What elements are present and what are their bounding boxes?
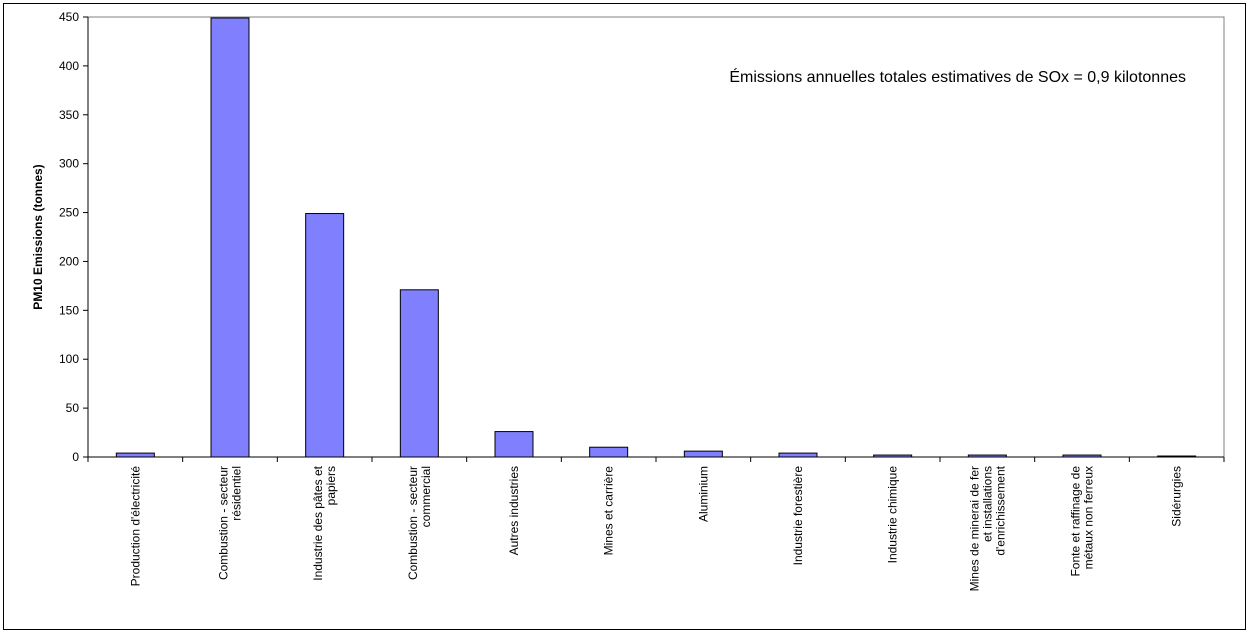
x-tick-label-line: Sidérurgies [1170, 466, 1184, 527]
x-tick-label-line: Industrie des pâtes et [311, 465, 325, 580]
x-tick-label-line: Combustion - secteur [217, 466, 231, 580]
bar [494, 431, 534, 458]
chart-frame [3, 3, 1246, 630]
plot-border [87, 16, 1225, 458]
x-tick-label-line: Industrie forestière [791, 466, 805, 566]
x-tick-label-line: métaux non ferreux [1082, 466, 1096, 569]
x-tick-label: Combustion - secteur résidentiel [217, 466, 244, 580]
bar [115, 452, 155, 458]
bar [1062, 454, 1102, 458]
x-tick-label-line: et installations [980, 466, 994, 542]
x-tick-label-line: résidentiel [230, 466, 244, 521]
x-tick-label: Mines de minerai de fer et installations d… [967, 465, 1007, 591]
bar [873, 454, 913, 458]
plot-area [87, 16, 1225, 458]
x-tick-label: Aluminium [696, 466, 710, 522]
x-tick-label: Mines et carrière [602, 466, 616, 556]
x-tick-label: Sidérurgies [1170, 466, 1184, 527]
x-tick-label-line: Mines et carrière [602, 466, 616, 556]
bar [305, 213, 345, 458]
total-emissions-annotation: Émissions annuelles totales estimatives … [729, 67, 1186, 86]
x-axis: Production d'électricité Combustion - sec… [87, 456, 1225, 591]
y-tick-label: 400 [59, 59, 79, 73]
x-tick-label: Industrie des pâtes et papiers [311, 465, 338, 580]
y-tick-label: 150 [59, 303, 79, 317]
y-tick-label: 300 [59, 157, 79, 171]
y-tick-label: 200 [59, 254, 79, 268]
x-tick-label-line: Combustion - secteur [406, 466, 420, 580]
bars [115, 17, 1197, 458]
x-tick-label: Combustion - secteur commercial [406, 466, 433, 580]
x-tick-label: Industrie forestière [791, 466, 805, 566]
x-tick-label-line: Aluminium [696, 466, 710, 522]
bar [778, 452, 818, 458]
bar [683, 450, 723, 458]
y-tick-label: 50 [66, 401, 80, 415]
y-axis: 0 50 100 150 200 250 300 350 400 450 [59, 10, 89, 464]
x-tick-label-line: Mines de minerai de fer [967, 466, 981, 591]
x-tick-label: Production d'électricité [128, 466, 142, 587]
x-tick-label-line: papiers [324, 466, 338, 505]
y-tick-label: 100 [59, 352, 79, 366]
x-tick-label-line: commercial [419, 466, 433, 527]
x-tick-label-line: Autres industries [507, 466, 521, 555]
x-tick-label-line: Industrie chimique [886, 466, 900, 564]
y-tick-label: 0 [72, 450, 79, 464]
x-tick-label-line: d'enrichissement [993, 465, 1007, 555]
bar [399, 289, 439, 458]
bar [967, 454, 1007, 458]
x-tick-label: Fonte et raffinage de métaux non ferreux [1069, 466, 1096, 577]
bar [210, 17, 250, 458]
x-tick-label: Autres industries [507, 466, 521, 555]
x-tick-label-line: Fonte et raffinage de [1069, 466, 1083, 577]
x-tick-label-line: Production d'électricité [128, 466, 142, 587]
bar [1157, 455, 1197, 458]
y-tick-label: 450 [59, 10, 79, 24]
bar [589, 446, 629, 458]
x-tick-label: Industrie chimique [886, 466, 900, 564]
y-axis-label: PM10 Emissions (tonnes) [31, 164, 45, 309]
y-tick-label: 250 [59, 206, 79, 220]
y-tick-label: 350 [59, 108, 79, 122]
